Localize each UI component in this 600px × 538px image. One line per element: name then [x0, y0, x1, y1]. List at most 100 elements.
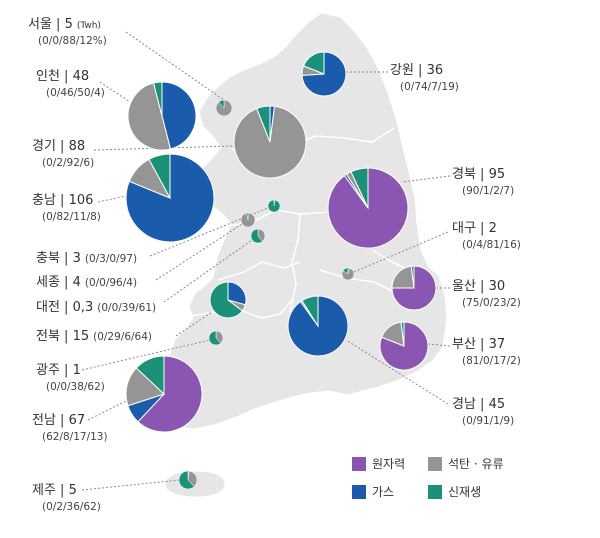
region-label-gyeongnam: 경남 | 45 — [452, 397, 505, 412]
pie-slice-gyeongbuk-renewable — [350, 167, 369, 209]
pie-slice-jeonbuk-renewable — [209, 281, 244, 319]
pie-gyeongnam — [287, 295, 349, 357]
pie-slice-sejong-renewable — [245, 212, 249, 221]
pie-slice-seoul-renewable — [218, 99, 225, 109]
region-label-gwangju: 광주 | 1 — [36, 363, 81, 378]
pie-slice-jeonbuk-gas — [227, 281, 247, 306]
region-shares-gangwon: (0/74/7/19) — [400, 81, 459, 93]
region-label-daejeon: 대전 | 0,3 (0/0/39/61) — [36, 300, 156, 315]
pie-gangwon — [301, 51, 347, 97]
pie-daegu — [341, 267, 355, 281]
region-shares-gyeongnam: (0/91/1/9) — [462, 415, 514, 427]
region-shares-busan: (81/0/17/2) — [462, 355, 521, 367]
legend-label-nuclear: 원자력 — [372, 457, 405, 471]
region-shares-sejong: (0/0/96/4) — [85, 277, 137, 289]
pie-slice-busan-renewable — [400, 321, 405, 347]
region-label-chungbuk: 충북 | 3 (0/3/0/97) — [36, 251, 137, 266]
pie-busan — [379, 321, 429, 371]
province-border — [371, 249, 411, 271]
pie-gwangju — [208, 330, 224, 346]
pie-daejeon — [250, 228, 266, 244]
pie-gyeonggi — [233, 105, 307, 179]
region-label-ulsan: 울산 | 30 — [452, 279, 505, 294]
region-label-jeju: 제주 | 5 — [32, 483, 77, 498]
pie-slice-gyeongnam-renewable — [301, 295, 319, 328]
pie-slice-ulsan-renewable — [410, 265, 415, 289]
province-border — [189, 299, 293, 319]
leader-line-jeonbuk — [175, 311, 213, 337]
province-border — [289, 213, 301, 313]
pie-slice-gyeonggi-coal_oil — [233, 105, 307, 179]
region-shares-ulsan: (75/0/23/2) — [462, 297, 521, 309]
pie-slice-incheon-gas — [161, 81, 197, 150]
leader-line-gyeonggi — [93, 145, 235, 151]
pie-jeonbuk — [209, 281, 247, 319]
region-shares-incheon: (0/46/50/4) — [46, 87, 105, 99]
legend-label-gas: 가스 — [372, 485, 394, 499]
region-label-jeonnam: 전남 | 67 — [32, 413, 85, 428]
legend-swatch-renewable — [428, 485, 442, 499]
pie-slice-busan-nuclear — [379, 321, 429, 371]
region-shares-daejeon: (0/0/39/61) — [97, 302, 156, 314]
region-shares-chungbuk: (0/3/0/97) — [85, 253, 137, 265]
pie-chungnam — [125, 153, 215, 243]
pie-jeonnam — [125, 355, 203, 433]
region-shares-gyeongbuk: (90/1/2/7) — [462, 185, 514, 197]
pie-slice-chungbuk-renewable — [267, 199, 281, 213]
pie-slice-ulsan-coal_oil — [391, 265, 415, 289]
pie-slice-incheon-renewable — [152, 81, 163, 117]
region-label-jeonbuk: 전북 | 15 (0/29/6/64) — [36, 329, 152, 344]
region-shares-seoul: (0/0/88/12%) — [38, 35, 107, 47]
pie-slice-chungnam-gas — [125, 153, 215, 243]
leader-line-gyeongbuk — [401, 175, 451, 183]
leader-line-chungbuk — [149, 207, 269, 257]
label-layer: 서울 | 5 (Twh) (0/0/88/12%) 인천 | 48 (0/46/50/4… — [28, 17, 521, 513]
region-label-daegu: 대구 | 2 — [452, 221, 497, 236]
legend-swatch-nuclear — [352, 457, 366, 471]
legend-label-renewable: 신재생 — [448, 485, 481, 499]
region-label-incheon: 인천 | 48 — [36, 69, 89, 84]
leader-line-gyeongnam — [345, 339, 449, 405]
region-label-gyeonggi: 경기 | 88 — [32, 139, 85, 154]
pie-slice-daejeon-renewable — [250, 228, 263, 244]
leader-line-jeju — [81, 479, 181, 491]
leader-line-jeonnam — [87, 399, 129, 421]
pie-slice-jeju-renewable — [178, 470, 195, 490]
pie-jeju — [178, 470, 198, 490]
pie-ulsan — [391, 265, 437, 311]
pie-layer — [125, 51, 437, 490]
pie-slice-chungnam-renewable — [148, 153, 171, 199]
region-shares-jeonbuk: (0/29/6/64) — [93, 331, 152, 343]
pie-incheon — [127, 81, 197, 151]
province-border — [217, 261, 301, 281]
leader-line-daegu — [353, 231, 449, 273]
leader-line-daejeon — [163, 239, 253, 303]
legend-label-coal_oil: 석탄 · 유류 — [448, 457, 504, 471]
pie-slice-gangwon-renewable — [302, 51, 325, 75]
region-shares-jeonnam: (62/8/17/13) — [42, 431, 108, 443]
region-shares-daegu: (0/4/81/16) — [462, 239, 521, 251]
unit-label: (Twh) — [77, 21, 101, 31]
legend-swatch-coal_oil — [428, 457, 442, 471]
region-label-chungnam: 충남 | 106 — [32, 193, 93, 208]
legend-swatch-gas — [352, 485, 366, 499]
leader-line-chungnam — [97, 195, 127, 203]
pie-slice-jeonnam-renewable — [135, 355, 165, 396]
pie-sejong — [240, 212, 256, 228]
region-label-gangwon: 강원 | 36 — [390, 63, 443, 78]
region-label-busan: 부산 | 37 — [452, 337, 505, 352]
pie-slice-jeonnam-nuclear — [137, 355, 203, 433]
leader-line-gwangju — [81, 339, 211, 371]
leader-line-sejong — [155, 223, 243, 281]
pie-gyeongbuk — [327, 167, 409, 249]
pie-slice-incheon-coal_oil — [127, 82, 172, 151]
leader-lines — [81, 31, 451, 491]
region-label-seoul: 서울 | 5 (Twh) — [28, 17, 101, 32]
pie-seoul — [215, 99, 233, 117]
region-label-sejong: 세종 | 4 (0/0/96/4) — [36, 275, 137, 290]
region-shares-gwangju: (0/0/38/62) — [46, 381, 105, 393]
pie-slice-daegu-renewable — [342, 267, 349, 275]
region-shares-chungnam: (0/82/11/8) — [42, 211, 101, 223]
